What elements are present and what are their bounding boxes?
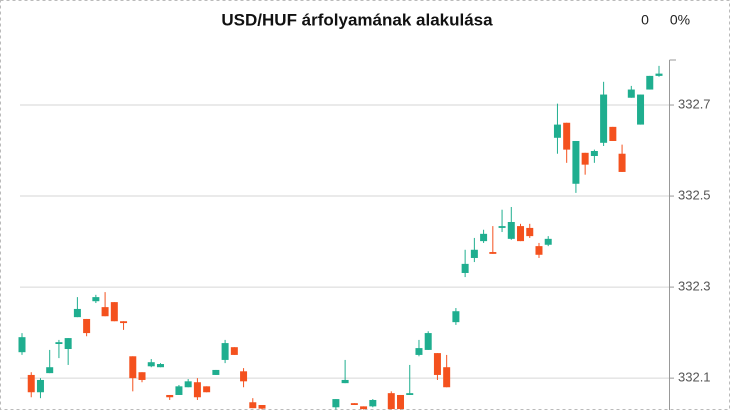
candle-body [424, 333, 432, 350]
candle-body [230, 347, 238, 355]
candle-body [203, 386, 211, 393]
candle-body [609, 126, 617, 141]
candle-body [433, 353, 441, 375]
candle-body [120, 321, 128, 324]
candle-body [64, 338, 72, 350]
candle-body [46, 367, 54, 374]
candle-body [184, 381, 192, 388]
candle-body [572, 140, 580, 184]
candle-body [387, 393, 395, 410]
candle-body [156, 364, 164, 368]
candle-body [166, 394, 174, 398]
candle-body [397, 394, 405, 410]
candle-body [27, 374, 35, 393]
y-tick-label: 332.1 [678, 370, 711, 385]
candle-body [535, 246, 543, 255]
y-tick-label: 332.3 [678, 279, 711, 294]
candle-body [544, 238, 552, 245]
candle-body [360, 406, 368, 410]
candle-body [83, 318, 91, 334]
candle-body [581, 152, 589, 165]
candle-body [590, 150, 598, 157]
chart-title: USD/HUF árfolyamának alakulása [221, 10, 493, 29]
change-pct: 0% [670, 12, 690, 28]
candle-body [18, 337, 26, 353]
candle-body [415, 348, 423, 355]
candle-body [646, 75, 654, 90]
candle-body [563, 122, 571, 150]
candle-body [249, 402, 257, 409]
candle-body [443, 367, 451, 388]
candle-body [526, 227, 534, 237]
candle-body [193, 382, 201, 398]
change: 0 [641, 12, 649, 28]
candle-body [452, 311, 460, 323]
candle-body [350, 403, 358, 405]
candle-body [627, 89, 635, 98]
candle-body [110, 302, 118, 322]
candle-body [138, 372, 146, 380]
candle-body [175, 386, 183, 395]
candle-body [36, 379, 44, 393]
candle-body [406, 393, 414, 395]
candle-body [517, 226, 525, 242]
candle-body [258, 404, 266, 409]
candle-body [655, 73, 663, 76]
candle-body [92, 297, 100, 302]
candle-body [129, 356, 137, 379]
candle-body [480, 233, 488, 242]
y-tick-label: 332.5 [678, 187, 711, 202]
candle-body [73, 308, 81, 318]
candle-body [553, 124, 561, 138]
candle-body [369, 399, 377, 407]
candle-body [332, 399, 340, 408]
candle-body [240, 371, 248, 382]
candle-body [101, 307, 109, 317]
y-tick-label: 332.7 [678, 96, 711, 111]
candle-body [618, 153, 626, 172]
candle-body [600, 94, 608, 143]
candle-body [461, 263, 469, 273]
candle-body [507, 222, 515, 239]
candle-body [489, 252, 497, 254]
candle-body [221, 343, 229, 360]
candle-body [55, 342, 63, 344]
candle-body [147, 362, 155, 367]
candle-body [341, 379, 349, 384]
candle-body [470, 249, 478, 258]
candle-body [498, 226, 506, 228]
candle-body [212, 369, 220, 375]
candle-body [637, 94, 645, 125]
